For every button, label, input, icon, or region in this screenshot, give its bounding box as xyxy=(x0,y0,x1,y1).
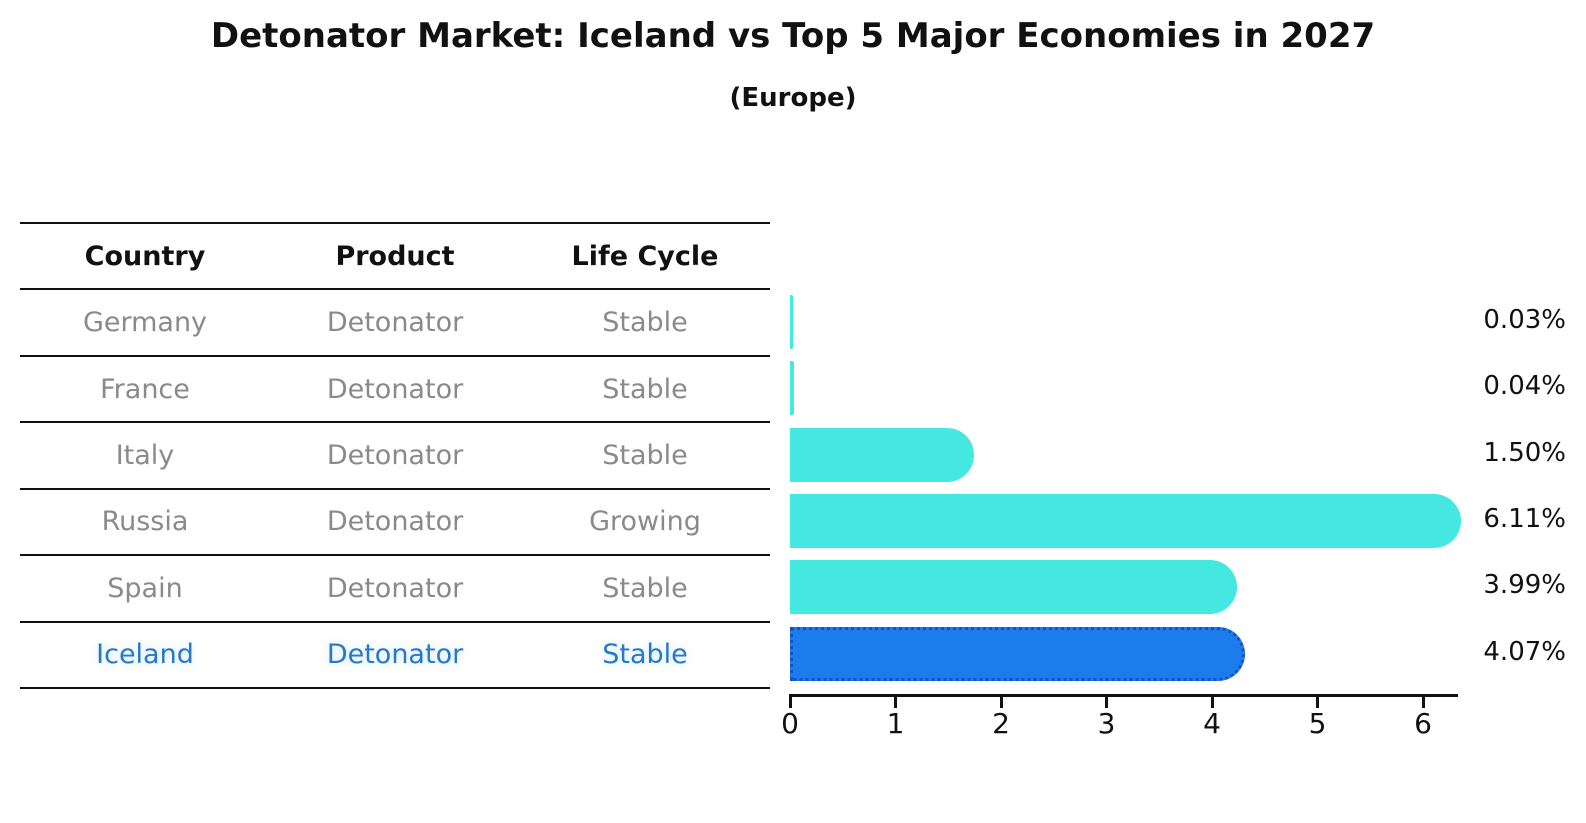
page-title: Detonator Market: Iceland vs Top 5 Major… xyxy=(210,16,1376,56)
table-row-cell: Growing xyxy=(589,506,701,538)
x-axis-tick-label: 2 xyxy=(992,707,1010,740)
value-label: 0.04% xyxy=(1483,371,1566,402)
table-row: Russia Detonator Growing xyxy=(20,487,770,554)
bar-russia xyxy=(790,493,1461,548)
bar-italy xyxy=(790,427,975,482)
table-row-cell: Spain xyxy=(107,572,183,604)
x-axis-tick-label: 6 xyxy=(1414,707,1432,740)
x-axis-line xyxy=(789,694,1458,697)
bar-france xyxy=(790,361,795,416)
table-row-cell: Stable xyxy=(602,439,688,471)
table-row: Spain Detonator Stable xyxy=(20,554,770,620)
table-header-row: Country Product Life Cycle xyxy=(20,222,770,288)
table-row-cell: Stable xyxy=(602,373,688,405)
value-label: 1.50% xyxy=(1483,437,1566,468)
table-row-cell: Detonator xyxy=(326,439,464,471)
table-row-cell: Detonator xyxy=(326,572,464,604)
value-label: 3.99% xyxy=(1483,570,1566,601)
x-axis-tick xyxy=(1105,697,1108,708)
x-axis-tick-label: 4 xyxy=(1203,707,1221,740)
x-axis-tick xyxy=(1210,697,1214,708)
table-row-cell: Germany xyxy=(82,307,208,339)
table-header-row-cell: Country xyxy=(84,240,206,272)
table-row: Italy Detonator Stable xyxy=(20,421,770,487)
bar-spain xyxy=(790,560,1237,615)
table-row: Iceland Detonator Stable xyxy=(20,620,770,687)
table-row-cell: Detonator xyxy=(326,307,464,339)
value-label: 4.07% xyxy=(1483,636,1566,667)
table-row-cell: Stable xyxy=(602,639,688,671)
table-row-cell: Stable xyxy=(602,307,688,339)
table-row-cell: Detonator xyxy=(326,639,464,671)
x-axis-tick-label: 5 xyxy=(1308,707,1327,740)
x-axis-tick xyxy=(788,697,792,708)
page-subtitle: (Europe) xyxy=(729,83,857,113)
x-axis-tick-label: 0 xyxy=(781,707,799,740)
table-row-cell: France xyxy=(100,373,190,405)
value-label: 6.11% xyxy=(1483,503,1566,534)
x-axis-tick-label: 3 xyxy=(1097,707,1116,740)
x-axis-tick-label: 1 xyxy=(886,707,905,740)
table-row-cell: Russia xyxy=(101,506,189,538)
x-axis-tick xyxy=(999,697,1003,708)
country-table: Country Product Life Cycle Germany Detonator… xyxy=(20,222,770,689)
x-axis-tick xyxy=(894,697,897,708)
value-label: 0.03% xyxy=(1483,304,1566,335)
table-row-cell: Stable xyxy=(602,572,688,604)
bar-iceland xyxy=(790,626,1246,681)
table-header-row-cell: Product xyxy=(335,240,455,272)
bar-germany xyxy=(790,294,794,349)
table-row-cell: Detonator xyxy=(326,506,464,538)
table-row: Germany Detonator Stable xyxy=(20,288,770,354)
table-row: France Detonator Stable xyxy=(20,354,770,421)
table-row-cell: Italy xyxy=(115,439,175,471)
table-row-cell: Iceland xyxy=(96,639,194,671)
table-row-cell: Detonator xyxy=(326,373,464,405)
x-axis-tick xyxy=(1316,697,1319,708)
x-axis-tick xyxy=(1421,697,1425,708)
table-header-row-cell: Life Cycle xyxy=(571,240,719,272)
